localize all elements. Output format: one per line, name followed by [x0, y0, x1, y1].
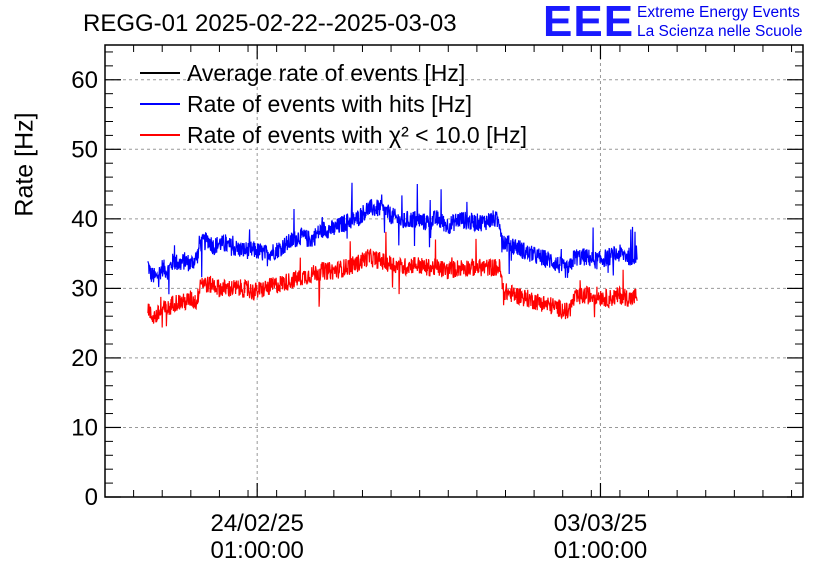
plot-frame [104, 44, 804, 498]
y-tick-label: 60 [71, 67, 98, 94]
y-tick-label: 10 [71, 414, 98, 441]
logo-line-1: Extreme Energy Events [637, 4, 800, 21]
legend-label: Rate of events with hits [Hz] [187, 91, 472, 117]
y-tick-label: 20 [71, 345, 98, 372]
y-tick-label: 50 [71, 136, 98, 163]
axis-ticks [105, 45, 803, 498]
y-tick-label: 40 [71, 206, 98, 233]
series-layer [147, 182, 638, 328]
tick-labels: 010203040506024/02/2501:00:0003/03/2501:… [71, 67, 647, 564]
x-tick-label-time: 01:00:00 [210, 537, 303, 564]
x-tick-label-time: 01:00:00 [554, 537, 647, 564]
y-tick-label: 30 [71, 275, 98, 302]
eee-logo: EEE [543, 0, 635, 46]
x-tick-label-date: 24/02/25 [210, 510, 303, 537]
legend-label: Average rate of events [Hz] [187, 60, 465, 86]
y-tick-label: 0 [85, 484, 98, 511]
series-line-chi2 [147, 231, 638, 328]
logo-line-2: La Scienza nelle Scuole [637, 23, 803, 40]
legend-label: Rate of events with χ² < 10.0 [Hz] [187, 122, 527, 148]
series-line-hits [147, 182, 638, 295]
x-tick-label-date: 03/03/25 [554, 510, 647, 537]
chart-title: REGG-01 2025-02-22--2025-03-03 [83, 10, 457, 37]
eee-logo-text: Extreme Energy Events La Scienza nelle S… [637, 3, 802, 41]
legend: Average rate of events [Hz] Rate of event… [140, 60, 527, 148]
